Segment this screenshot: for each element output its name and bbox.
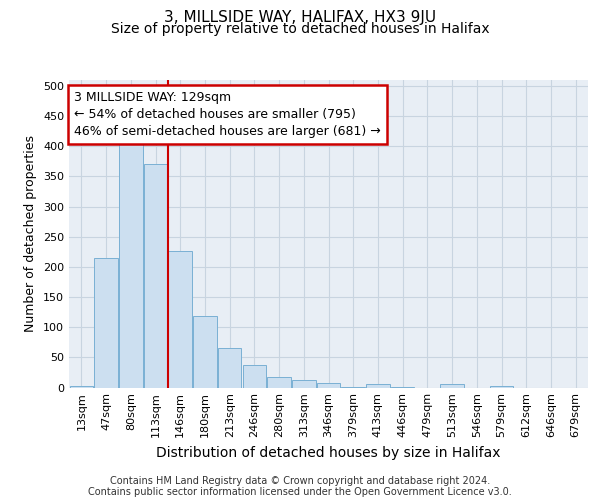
Bar [366, 384, 389, 388]
Y-axis label: Number of detached properties: Number of detached properties [25, 135, 37, 332]
Bar [490, 386, 513, 388]
Bar [119, 144, 143, 388]
Bar [169, 251, 192, 388]
Bar [70, 386, 93, 388]
Bar [193, 316, 217, 388]
X-axis label: Distribution of detached houses by size in Halifax: Distribution of detached houses by size … [156, 446, 501, 460]
Text: Size of property relative to detached houses in Halifax: Size of property relative to detached ho… [110, 22, 490, 36]
Text: Contains HM Land Registry data © Crown copyright and database right 2024.: Contains HM Land Registry data © Crown c… [110, 476, 490, 486]
Bar [292, 380, 316, 388]
Bar [341, 387, 365, 388]
Bar [317, 384, 340, 388]
Bar [94, 258, 118, 388]
Text: Contains public sector information licensed under the Open Government Licence v3: Contains public sector information licen… [88, 487, 512, 497]
Bar [218, 348, 241, 388]
Bar [268, 377, 291, 388]
Bar [242, 364, 266, 388]
Text: 3, MILLSIDE WAY, HALIFAX, HX3 9JU: 3, MILLSIDE WAY, HALIFAX, HX3 9JU [164, 10, 436, 25]
Bar [144, 164, 167, 388]
Text: 3 MILLSIDE WAY: 129sqm
← 54% of detached houses are smaller (795)
46% of semi-de: 3 MILLSIDE WAY: 129sqm ← 54% of detached… [74, 91, 381, 138]
Bar [391, 387, 415, 388]
Bar [440, 384, 464, 388]
